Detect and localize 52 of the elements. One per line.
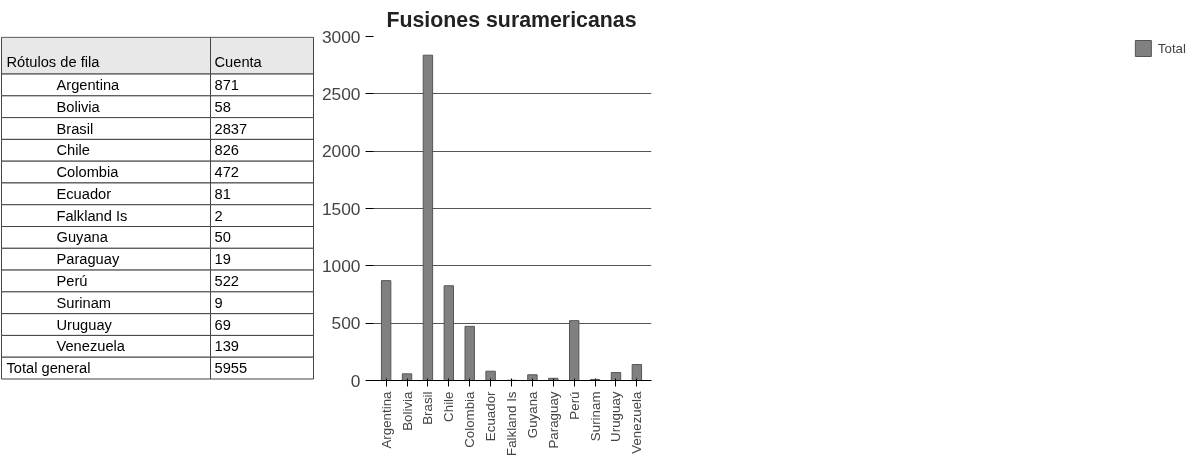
text: 50 [214,229,231,246]
text: 826 [214,142,239,159]
category-label: Uruguay [56,316,112,333]
category-label: Argentina [56,76,120,93]
x-tick-label: Falkland Is [504,391,519,456]
x-tick-label: Brasil [420,391,436,425]
x-tick-label: Ecuador [483,390,499,442]
text: 871 [214,76,239,93]
y-tick-label: 3000 [321,26,361,47]
y-tick-label: 0 [350,370,361,391]
category-label: Venezuela [56,338,125,355]
x-tick-label: Bolivia [399,390,415,431]
text: 81 [214,185,231,202]
text: 139 [214,338,239,355]
x-tick-label: Surinam [587,391,603,442]
chart-title: Fusiones suramericanas [386,7,637,32]
category-label: Colombia [56,164,119,181]
text: 2837 [214,120,248,137]
y-tick-label: 2000 [321,141,361,162]
text: 58 [214,98,231,115]
x-tick-label: Perú [566,391,582,420]
x-tick-label: Argentina [378,390,394,449]
text: 522 [214,272,239,289]
category-label: Paraguay [56,251,120,268]
text: 9 [214,294,223,311]
y-tick-label: 2500 [321,83,361,104]
text: 69 [214,316,231,333]
x-tick-label: Venezuela [629,390,645,454]
category-label: Ecuador [56,185,112,202]
x-tick-label: Guyana [524,390,540,439]
category-label: Surinam [56,294,112,311]
category-label: Guyana [56,229,108,246]
category-label: Perú [56,272,88,289]
x-tick-label: Paraguay [545,391,561,449]
x-tick-label: Chile [441,391,457,422]
category-label: Bolivia [56,98,100,115]
text: Rótulos de fila [6,53,101,70]
legend-label: Total [1157,40,1186,56]
x-tick-label: Colombia [462,390,478,448]
category-label: Chile [56,142,90,159]
text: 19 [214,251,231,268]
category-label: Falkland Is [56,207,128,224]
text: 5955 [214,360,248,377]
y-tick-label: 1000 [321,255,361,276]
y-tick-label: 1500 [321,198,361,219]
text: Total general [6,360,91,377]
text: 2 [214,207,223,224]
category-label: Brasil [56,120,94,137]
text: Cuenta [214,53,263,70]
y-tick-label: 500 [331,313,361,334]
text: 472 [214,164,239,181]
x-tick-label: Uruguay [608,391,624,442]
